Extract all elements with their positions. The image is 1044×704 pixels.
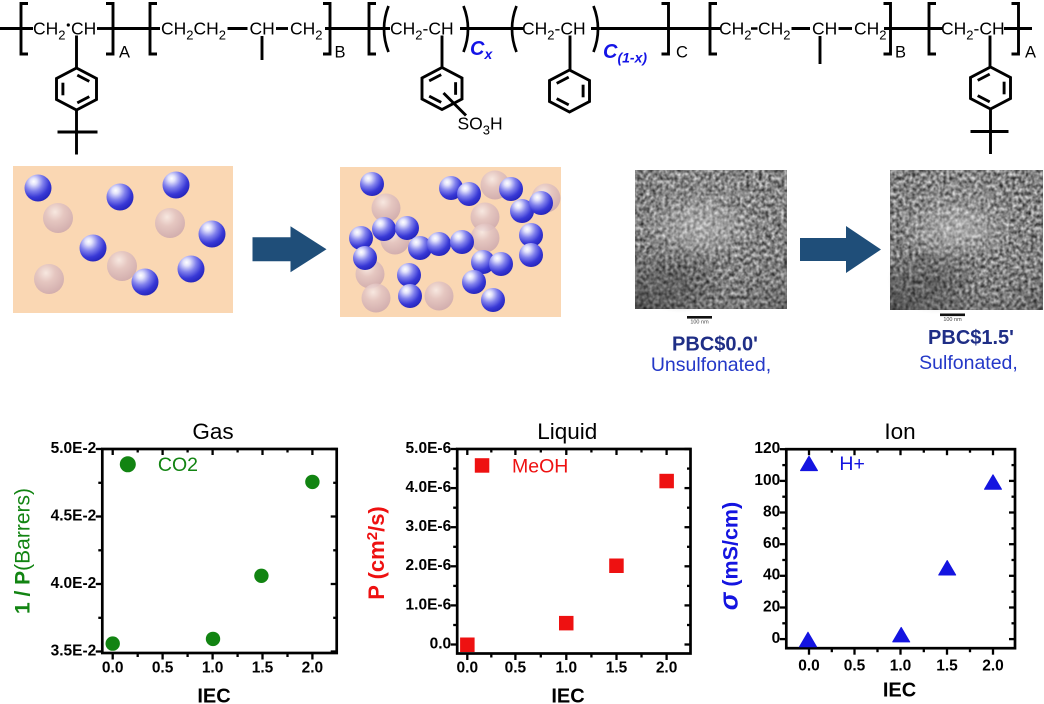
svg-text:3.0E-6: 3.0E-6 [406,518,452,535]
svg-text:P (cm2/s): P (cm2/s) [364,506,389,600]
svg-text:40: 40 [763,567,780,584]
svg-text:PBC$0.0': PBC$0.0' [672,334,758,356]
svg-text:CH: CH [812,18,837,38]
svg-text:2.0: 2.0 [982,657,1004,674]
svg-text:5.0E-6: 5.0E-6 [406,440,452,457]
svg-text:PBC$1.5': PBC$1.5' [928,327,1014,349]
svg-text:CH2: CH2 [854,18,887,42]
svg-text:B: B [895,44,906,62]
svg-text:CH2-CH: CH2-CH [941,18,1005,42]
svg-text:A: A [119,44,130,62]
svg-text:Cx: Cx [470,38,493,62]
svg-text:CH2: CH2 [719,18,752,42]
svg-text:0.0: 0.0 [430,635,452,652]
svg-text:C(1-x): C(1-x) [603,41,647,66]
svg-text:IEC: IEC [551,686,584,704]
svg-text:A: A [1025,44,1036,62]
svg-text:CH2: CH2 [290,18,323,42]
svg-text:4.0E-6: 4.0E-6 [406,479,452,496]
svg-text:0.5: 0.5 [844,657,866,674]
svg-text:2.0E-6: 2.0E-6 [406,557,452,574]
svg-text:CH2-CH: CH2-CH [390,18,454,42]
svg-text:100: 100 [754,472,780,489]
svg-text:20: 20 [763,598,780,615]
svg-text:100 nm: 100 nm [690,320,709,326]
svg-text:1.5: 1.5 [936,657,958,674]
svg-text:H+: H+ [839,453,864,475]
svg-text:IEC: IEC [883,679,916,701]
svg-text:CH2: CH2 [33,18,66,42]
svg-text:SO3H: SO3H [458,113,503,137]
svg-text:1.0: 1.0 [890,657,912,674]
svg-text:0.5: 0.5 [152,660,174,677]
svg-text:60: 60 [763,535,780,552]
svg-text:0.0: 0.0 [798,657,820,674]
svg-text:CH2CH2: CH2CH2 [161,18,226,42]
svg-text:IEC: IEC [197,686,230,704]
svg-text:0.0: 0.0 [457,660,479,677]
svg-text:σ (mS/cm): σ (mS/cm) [714,502,744,610]
svg-text:120: 120 [754,440,780,457]
svg-text:CH: CH [250,18,275,38]
svg-text:1.0: 1.0 [202,660,224,677]
svg-text:2.0: 2.0 [656,660,678,677]
svg-text:Liquid: Liquid [537,419,597,444]
svg-text:Ion: Ion [884,419,915,444]
svg-text:B: B [335,44,346,62]
svg-text:C: C [676,44,688,62]
svg-text:1.0: 1.0 [556,660,578,677]
svg-text:MeOH: MeOH [512,455,568,477]
svg-text:CH2-CH: CH2-CH [522,18,586,42]
svg-text:1.0E-6: 1.0E-6 [406,596,452,613]
svg-text:1 / P(Barrers): 1 / P(Barrers) [12,488,35,614]
svg-text:CH2: CH2 [758,18,791,42]
svg-text:100 nm: 100 nm [943,317,962,323]
svg-text:1.5: 1.5 [606,660,628,677]
svg-text:Unsulfonated,: Unsulfonated, [651,354,771,376]
svg-text:Sulfonated,: Sulfonated, [919,352,1018,374]
svg-text:Gas: Gas [192,419,233,444]
svg-text:0.5: 0.5 [505,660,527,677]
svg-text:1.5: 1.5 [252,660,274,677]
svg-text:3.5E-2: 3.5E-2 [51,642,97,659]
svg-text:4.5E-2: 4.5E-2 [51,507,97,524]
svg-text:0: 0 [772,630,781,647]
svg-text:80: 80 [763,503,780,520]
svg-text:CO2: CO2 [158,454,198,476]
svg-text:CH: CH [71,18,96,38]
svg-text:2.0: 2.0 [302,660,324,677]
svg-text:4.0E-2: 4.0E-2 [51,575,97,592]
svg-text:5.0E-2: 5.0E-2 [51,440,97,457]
svg-text:0.0: 0.0 [102,660,124,677]
